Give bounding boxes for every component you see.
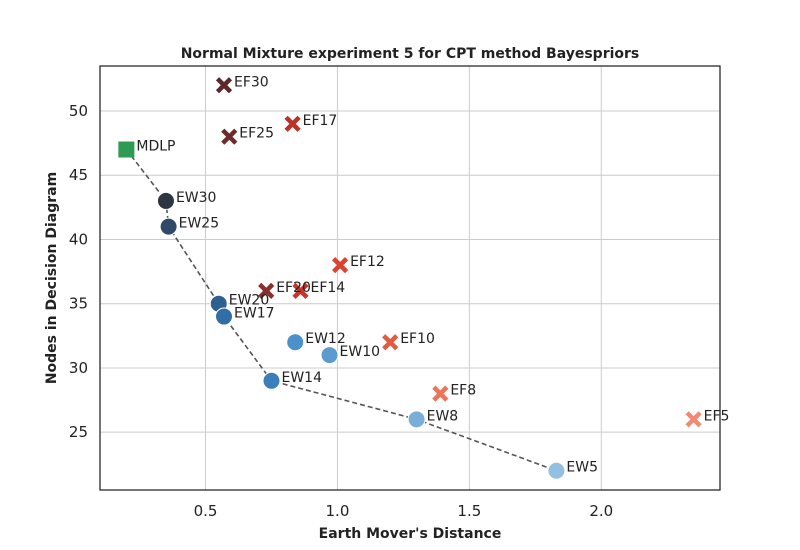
chart-title: Normal Mixture experiment 5 for CPT meth…: [181, 46, 640, 62]
label-ef25: EF25: [239, 126, 274, 142]
point-ef14: [292, 282, 309, 299]
y-tick-labels: 25 30 35 40 45 50: [69, 102, 88, 441]
label-ew8: EW8: [427, 408, 459, 424]
label-ef30: EF30: [234, 74, 269, 90]
label-ew10: EW10: [340, 344, 381, 360]
label-ew12: EW12: [305, 331, 346, 347]
label-ew30: EW30: [176, 190, 217, 206]
y-tick-label: 25: [69, 423, 88, 441]
point-ew14: [262, 371, 281, 390]
point-ef17: [284, 115, 301, 132]
point-ef12: [331, 257, 349, 274]
grid-lines: [100, 66, 720, 490]
point-ew10: [320, 346, 339, 365]
pareto-line-layer: [125, 149, 557, 472]
label-ew5: EW5: [566, 460, 598, 476]
point-ef20: [258, 282, 275, 299]
point-ew30: [156, 191, 175, 210]
x-tick-label: 1.5: [457, 502, 481, 520]
label-ef14: EF14: [311, 280, 346, 296]
y-axis-label: Nodes in Decision Diagram: [44, 172, 60, 384]
x-axis-label: Earth Mover's Distance: [319, 526, 502, 542]
point-ef8: [432, 385, 449, 402]
label-ef8: EF8: [450, 383, 476, 399]
point-ew5: [547, 461, 566, 480]
point-ef10: [382, 334, 399, 351]
label-ef20: EF20: [276, 280, 311, 296]
y-tick-label: 45: [69, 166, 88, 184]
point-ef5: [685, 411, 702, 428]
y-tick-label: 50: [69, 102, 88, 120]
y-tick-label: 30: [69, 359, 88, 377]
label-ef5: EF5: [704, 408, 730, 424]
plot-frame: [99, 65, 721, 491]
point-ew25: [159, 217, 178, 236]
x-tick-label: 1.0: [326, 502, 350, 520]
point-ew8: [407, 410, 426, 429]
point-mdlp: [118, 141, 135, 158]
label-ew25: EW25: [179, 216, 220, 232]
label-ew20: EW20: [229, 293, 270, 309]
point-ew17: [215, 307, 233, 326]
pareto-line: [125, 149, 557, 472]
point-ef30: [215, 77, 233, 94]
x-tick-label: 0.5: [194, 502, 218, 520]
y-tick-label: 40: [69, 230, 88, 248]
x-tick-labels: 0.5 1.0 1.5 2.0: [194, 502, 614, 520]
data-points-layer: [118, 77, 702, 480]
label-ef17: EF17: [303, 113, 338, 129]
x-tick-label: 2.0: [589, 502, 613, 520]
label-ew17: EW17: [234, 306, 275, 322]
point-ef25: [221, 128, 238, 145]
point-ew12: [286, 333, 305, 352]
y-tick-label: 35: [69, 295, 88, 313]
label-ef12: EF12: [350, 254, 385, 270]
label-ef10: EF10: [400, 331, 435, 347]
label-ew14: EW14: [281, 370, 322, 386]
label-mdlp: MDLP: [136, 139, 175, 155]
